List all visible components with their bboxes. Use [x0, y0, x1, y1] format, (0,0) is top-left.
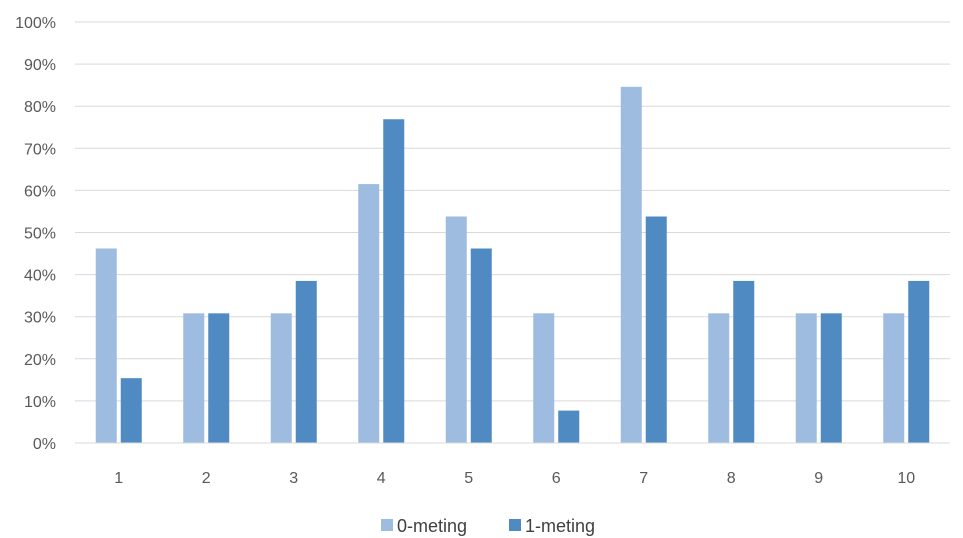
y-tick-label: 0% [33, 436, 56, 453]
y-tick-label: 90% [24, 57, 56, 74]
y-axis-ticks: 0% 10% 20% 30% 40% 50% 60% 70% 80% 90% 100% [15, 15, 56, 453]
bar-0-meting-5 [445, 216, 467, 443]
bar-1-meting-9 [820, 313, 842, 443]
x-tick-label: 10 [897, 470, 915, 487]
x-tick-label: 9 [814, 470, 823, 487]
legend-label: 1-meting [525, 516, 595, 536]
gridlines [75, 21, 950, 402]
y-tick-label: 10% [24, 394, 56, 411]
legend-swatch [381, 519, 393, 531]
x-tick-label: 1 [114, 470, 123, 487]
y-tick-label: 60% [24, 183, 56, 200]
x-tick-label: 8 [727, 470, 736, 487]
legend: 0-meting 1-meting [381, 516, 595, 536]
bar-1-meting-1 [120, 378, 142, 443]
y-tick-label: 40% [24, 268, 56, 285]
bar-1-meting-10 [908, 280, 930, 443]
x-tick-label: 5 [464, 470, 473, 487]
x-tick-label: 7 [639, 470, 648, 487]
y-tick-label: 20% [24, 352, 56, 369]
x-tick-label: 2 [202, 470, 211, 487]
bar-0-meting-1 [95, 248, 117, 443]
bar-0-meting-2 [183, 313, 205, 443]
x-tick-label: 6 [552, 470, 561, 487]
bar-1-meting-6 [558, 410, 580, 443]
legend-swatch [509, 519, 521, 531]
bar-0-meting-6 [533, 313, 555, 443]
bar-0-meting-7 [620, 86, 642, 444]
y-tick-label: 80% [24, 99, 56, 116]
x-tick-label: 4 [377, 470, 386, 487]
bar-1-meting-5 [470, 248, 492, 443]
y-tick-label: 70% [24, 141, 56, 158]
x-tick-label: 3 [289, 470, 298, 487]
x-axis-ticks: 1 2 3 4 5 6 7 8 9 10 [114, 470, 915, 487]
bar-0-meting-4 [358, 184, 380, 443]
bars [95, 86, 930, 444]
y-tick-label: 100% [15, 15, 56, 32]
y-tick-label: 30% [24, 310, 56, 327]
bar-1-meting-4 [383, 119, 405, 443]
legend-label: 0-meting [397, 516, 467, 536]
y-tick-label: 50% [24, 226, 56, 243]
bar-0-meting-10 [883, 313, 905, 443]
bar-1-meting-2 [208, 313, 230, 443]
bar-1-meting-7 [645, 216, 667, 443]
bar-1-meting-3 [295, 280, 317, 443]
bar-0-meting-9 [795, 313, 817, 443]
bar-0-meting-8 [708, 313, 730, 443]
bar-0-meting-3 [270, 313, 292, 443]
bar-1-meting-8 [733, 280, 755, 443]
